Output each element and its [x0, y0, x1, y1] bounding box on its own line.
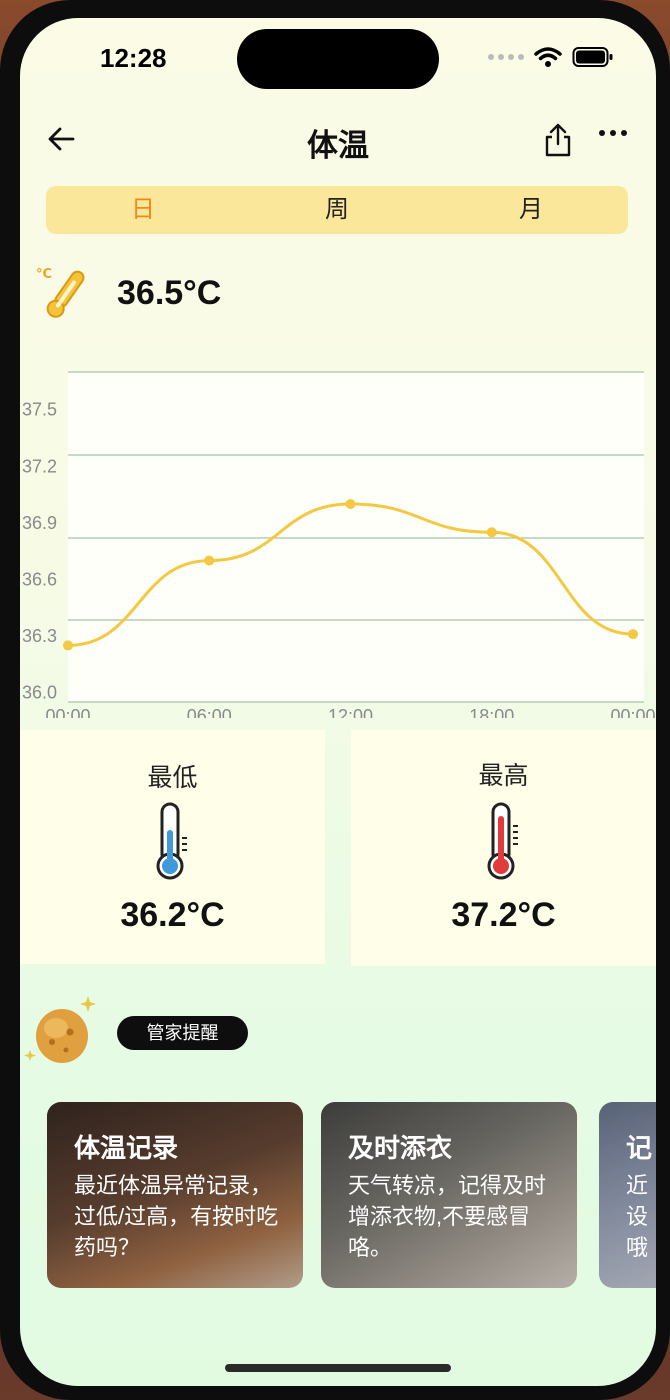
- min-temperature-card: 最低 36.2°C: [20, 730, 325, 964]
- status-time: 12:28: [100, 43, 167, 73]
- tip-image-overlay: [599, 1102, 656, 1288]
- butler-reminder-pill[interactable]: 管家提醒: [117, 1016, 248, 1050]
- thermometer-cold-icon: [156, 802, 187, 880]
- tip-card-add-clothes[interactable]: 及时添衣 天气转凉，记得及时增添衣物,不要感冒咯。: [321, 1102, 577, 1288]
- dynamic-island: [237, 29, 439, 89]
- x-tick-label: 12:00: [328, 706, 373, 718]
- current-temperature: 36.5°C: [117, 274, 222, 312]
- data-point: [486, 527, 497, 538]
- tip-body: 天气转凉，记得及时增添衣物,不要感冒咯。: [348, 1173, 547, 1260]
- tab-week[interactable]: 周: [325, 196, 349, 223]
- tip-image-overlay: [47, 1102, 303, 1288]
- screen: 12:28 体温: [20, 18, 656, 1386]
- temperature-chart: 37.5 37.2 36.9 36.6 36.3 36.0 00:00 06:00 12:00 1…: [22, 371, 656, 718]
- wifi-icon: [534, 47, 562, 67]
- x-tick-label: 00:00: [45, 706, 90, 718]
- home-indicator: [225, 1364, 451, 1372]
- svg-text:°C: °C: [36, 267, 52, 282]
- status-icons: [488, 46, 614, 68]
- page-title: 体温: [307, 128, 369, 163]
- nav-bar: 体温: [20, 118, 656, 163]
- battery-icon: [572, 47, 613, 67]
- y-tick-label: 37.2: [22, 456, 57, 476]
- tip-card-partial[interactable]: 记 近 设 哦: [599, 1102, 656, 1288]
- x-tick-label: 06:00: [187, 706, 232, 718]
- thermometer-hot-icon: [487, 802, 518, 880]
- y-tick-label: 36.6: [22, 569, 57, 589]
- signal-icon: [488, 54, 524, 60]
- back-arrow-icon[interactable]: [46, 124, 76, 154]
- tip-title: 及时添衣: [348, 1133, 453, 1163]
- y-tick-label: 36.9: [22, 513, 57, 533]
- butler-mascot-icon: [24, 996, 96, 1063]
- max-temperature-value: 37.2°C: [451, 896, 556, 934]
- tip-image-overlay: [321, 1102, 577, 1288]
- period-segmented-control: 日 周 月: [46, 186, 628, 234]
- max-temperature-card: 最高 37.2°C: [351, 730, 656, 966]
- data-point: [345, 499, 356, 509]
- tip-title: 记: [626, 1133, 653, 1163]
- tab-month[interactable]: 月: [519, 196, 543, 223]
- min-temperature-value: 36.2°C: [120, 896, 225, 934]
- data-point: [204, 555, 215, 566]
- data-point: [628, 629, 638, 640]
- max-label: 最高: [478, 762, 529, 790]
- y-tick-label: 36.0: [22, 683, 57, 703]
- x-tick-label: 00:00: [610, 706, 655, 718]
- min-label: 最低: [147, 764, 198, 792]
- chart-plot-area: [68, 372, 644, 702]
- tip-body: 近 设 哦: [626, 1173, 649, 1260]
- tip-title: 体温记录: [74, 1133, 179, 1163]
- y-tick-label: 36.3: [22, 626, 57, 646]
- y-tick-label: 37.5: [22, 400, 57, 420]
- data-point: [63, 640, 73, 651]
- share-icon[interactable]: [542, 122, 574, 158]
- tab-day[interactable]: 日: [131, 196, 155, 223]
- thermometer-celsius-icon: °C: [36, 267, 85, 318]
- x-tick-label: 18:00: [469, 706, 514, 718]
- more-icon[interactable]: [598, 128, 628, 138]
- tip-body: 最近体温异常记录，过低/过高，有按时吃药吗？: [74, 1173, 279, 1260]
- tip-card-temperature-record[interactable]: 体温记录 最近体温异常记录，过低/过高，有按时吃药吗？: [47, 1102, 303, 1288]
